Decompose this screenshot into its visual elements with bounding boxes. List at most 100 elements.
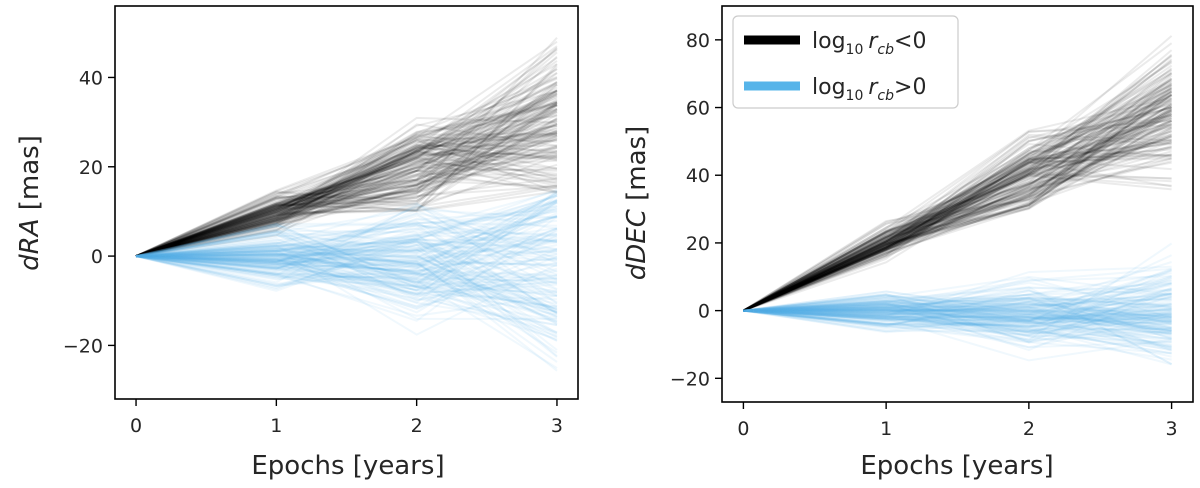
left-trajectory-blue bbox=[135, 252, 558, 289]
left-trajectory-blue bbox=[135, 244, 558, 260]
right-trajectory-blue bbox=[743, 289, 1172, 312]
right-trajectory-black bbox=[742, 72, 1173, 312]
right-trajectory-blue bbox=[743, 293, 1172, 323]
left-trajectory-black bbox=[135, 63, 558, 258]
right-trajectory-blue bbox=[743, 292, 1172, 312]
left-x-tick-label: 0 bbox=[130, 415, 142, 437]
right-trajectory-black bbox=[742, 121, 1173, 312]
right-trajectory-blue bbox=[743, 309, 1172, 328]
right-trajectory-blue bbox=[743, 304, 1172, 332]
right-trajectory-black bbox=[743, 53, 1173, 312]
right-trajectory-black bbox=[742, 104, 1173, 312]
left-trajectory-blue bbox=[135, 192, 558, 286]
left-trajectory-black bbox=[135, 145, 558, 258]
left-trajectory-blue bbox=[135, 249, 558, 354]
right-trajectory-black bbox=[742, 160, 1172, 312]
right-trajectory-black bbox=[742, 146, 1172, 312]
left-trajectory-black bbox=[135, 60, 558, 258]
left-trajectory-black bbox=[135, 103, 558, 258]
right-trajectory-blue bbox=[743, 309, 1172, 338]
right-trajectory-black bbox=[742, 161, 1172, 312]
right-trajectory-black bbox=[742, 105, 1172, 312]
right-trajectory-blue bbox=[743, 308, 1172, 321]
right-trajectory-black bbox=[742, 97, 1172, 312]
left-trajectory-blue bbox=[135, 199, 558, 258]
left-trajectory-black bbox=[135, 108, 558, 258]
left-trajectory-blue bbox=[135, 247, 558, 262]
left-trajectory-black bbox=[135, 138, 558, 258]
left-trajectory-blue bbox=[135, 239, 558, 267]
left-trajectory-blue bbox=[135, 204, 558, 277]
left-trajectory-black bbox=[135, 100, 558, 258]
right-trajectory-blue bbox=[743, 301, 1172, 327]
right-trajectory-black bbox=[742, 115, 1172, 312]
right-trajectory-black bbox=[742, 103, 1173, 312]
right-trajectory-black bbox=[742, 109, 1173, 312]
left-trajectory-blue bbox=[135, 255, 558, 278]
left-trajectory-blue bbox=[135, 255, 558, 318]
left-trajectory-black bbox=[135, 118, 558, 258]
right-trajectory-blue bbox=[743, 304, 1172, 341]
left-trajectory-blue bbox=[135, 252, 558, 276]
left-trajectory-blue bbox=[135, 195, 558, 270]
right-trajectory-black bbox=[742, 133, 1173, 312]
right-y-axis-label-unit: [mas] bbox=[622, 126, 652, 209]
legend-label-black: log10 rcb<0 bbox=[812, 29, 926, 58]
right-trajectory-blue bbox=[743, 305, 1172, 321]
right-trajectory-black bbox=[742, 126, 1173, 312]
left-trajectory-blue bbox=[135, 211, 558, 263]
left-trajectory-black bbox=[135, 157, 558, 258]
right-trajectory-black bbox=[742, 117, 1172, 312]
left-trajectory-black bbox=[135, 123, 558, 258]
right-trajectory-blue bbox=[743, 292, 1172, 322]
right-trajectory-blue bbox=[743, 309, 1172, 319]
legend-label-black-log-sub: 10 bbox=[846, 42, 864, 58]
right-trajectory-blue bbox=[743, 277, 1172, 333]
left-trajectory-black bbox=[135, 123, 558, 258]
right-trajectory-black bbox=[742, 88, 1173, 312]
left-trajectory-black bbox=[135, 97, 558, 258]
left-trajectory-black bbox=[135, 49, 558, 258]
right-trajectory-black bbox=[742, 124, 1172, 312]
left-trajectory-black bbox=[135, 186, 558, 258]
right-trajectory-black bbox=[742, 141, 1172, 312]
left-trajectory-blue bbox=[135, 227, 558, 285]
right-trajectory-black bbox=[743, 93, 1173, 312]
left-trajectory-blue bbox=[135, 252, 558, 313]
right-trajectory-black bbox=[742, 112, 1172, 312]
left-trajectory-black bbox=[135, 110, 558, 258]
left-trajectory-blue bbox=[135, 216, 558, 258]
left-trajectory-blue bbox=[135, 202, 558, 291]
right-trajectory-black bbox=[742, 94, 1173, 312]
left-trajectory-blue bbox=[135, 241, 558, 269]
right-trajectory-black bbox=[742, 135, 1172, 312]
right-trajectory-black bbox=[742, 96, 1172, 312]
right-trajectory-black bbox=[742, 91, 1173, 312]
left-trajectory-black bbox=[135, 146, 558, 258]
right-trajectory-blue bbox=[743, 309, 1172, 334]
left-trajectory-black bbox=[135, 157, 558, 258]
left-trajectory-black bbox=[135, 120, 558, 258]
right-trajectory-blue bbox=[743, 296, 1172, 323]
left-trajectory-black bbox=[135, 56, 558, 258]
right-trajectory-blue bbox=[743, 302, 1172, 321]
right-trajectory-blue bbox=[743, 300, 1172, 336]
right-trajectory-black bbox=[742, 101, 1172, 312]
left-trajectory-blue bbox=[135, 255, 558, 267]
left-trajectory-black bbox=[135, 155, 558, 258]
left-trajectory-black bbox=[135, 37, 558, 258]
right-trajectory-black bbox=[742, 149, 1172, 312]
right-trajectory-black bbox=[743, 146, 1172, 312]
right-trajectory-blue bbox=[743, 299, 1172, 321]
left-trajectory-black bbox=[135, 72, 558, 258]
left-trajectory-blue bbox=[135, 241, 558, 319]
right-trajectory-black bbox=[742, 83, 1173, 312]
right-x-tick-label: 2 bbox=[1023, 418, 1035, 440]
right-trajectory-blue bbox=[743, 269, 1172, 315]
right-trajectory-black bbox=[742, 67, 1173, 312]
left-trajectory-blue bbox=[135, 255, 558, 311]
right-trajectory-blue bbox=[743, 297, 1172, 332]
left-trajectory-black bbox=[135, 103, 558, 258]
right-trajectory-black bbox=[743, 109, 1173, 312]
left-trajectory-black bbox=[135, 190, 558, 258]
